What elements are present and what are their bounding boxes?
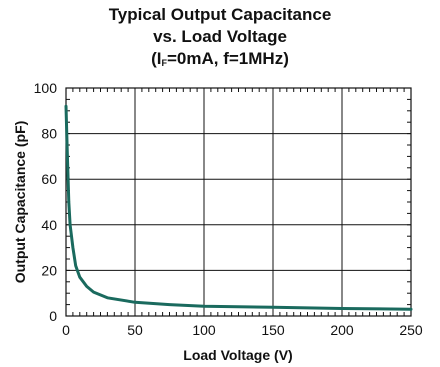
x-tick-label: 200 bbox=[330, 322, 354, 338]
plot-frame bbox=[65, 87, 412, 317]
series-line bbox=[64, 104, 413, 311]
x-tick-labels: 0 50 100 150 200 250 bbox=[62, 322, 423, 338]
title-paren-rest: =0mA, f=1MHz) bbox=[167, 49, 289, 68]
y-tick-labels: 0 20 40 60 80 100 bbox=[34, 80, 58, 324]
x-axis-label: Load Voltage (V) bbox=[183, 347, 292, 363]
x-tick-label: 50 bbox=[127, 322, 143, 338]
grid bbox=[66, 88, 411, 316]
title-line-2: vs. Load Voltage bbox=[153, 27, 287, 46]
y-tick-label: 0 bbox=[49, 308, 57, 324]
y-tick-label: 80 bbox=[41, 126, 57, 142]
y-tick-label: 20 bbox=[41, 262, 57, 278]
title-subscript: F bbox=[161, 58, 168, 68]
x-tick-label: 0 bbox=[62, 322, 70, 338]
title-line-1: Typical Output Capacitance bbox=[108, 5, 332, 24]
x-tick-label: 100 bbox=[192, 322, 216, 338]
minor-ticks bbox=[66, 88, 411, 316]
x-tick-label: 150 bbox=[261, 322, 285, 338]
y-axis-label: Output Capacitance (pF) bbox=[12, 121, 28, 284]
title-paren-open: (I bbox=[151, 49, 162, 68]
y-tick-label: 40 bbox=[41, 217, 57, 233]
title-line-3: (IF=0mA, f=1MHz) bbox=[0, 48, 440, 74]
chart-title: Typical Output Capacitance vs. Load Volt… bbox=[0, 4, 440, 74]
y-tick-label: 60 bbox=[41, 171, 57, 187]
x-tick-label: 250 bbox=[399, 322, 423, 338]
y-tick-label: 100 bbox=[34, 80, 58, 96]
